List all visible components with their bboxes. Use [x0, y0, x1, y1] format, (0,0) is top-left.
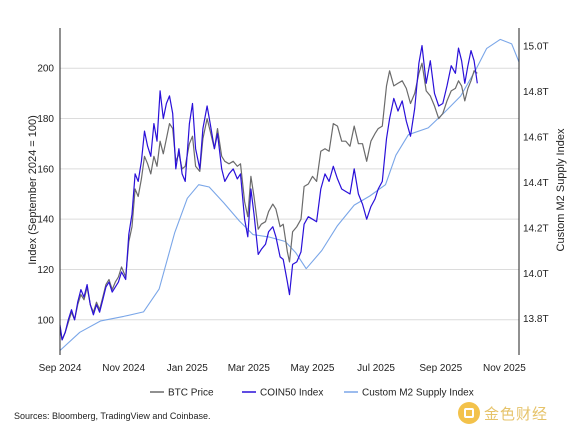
y-left-tick-label: 180: [37, 114, 54, 125]
x-tick-label: Nov 2024: [102, 363, 145, 374]
y-left-tick-label: 140: [37, 215, 54, 226]
legend: BTC Price COIN50 Index Custom M2 Supply In…: [150, 388, 474, 399]
axes: [59, 28, 520, 355]
y-right-tick-label: 14.8T: [523, 87, 549, 98]
y-right-tick-label: 14.4T: [523, 178, 549, 189]
legend-coin50-index: COIN50 Index: [242, 388, 323, 399]
legend-m2-supply-label: Custom M2 Supply Index: [362, 388, 474, 399]
watermark-logo-icon: [458, 402, 480, 424]
legend-coin50-index-label: COIN50 Index: [260, 388, 323, 399]
x-tick-label: Nov 2025: [483, 363, 526, 374]
grid-lines: [60, 67, 519, 321]
y-left-tick-label: 160: [37, 164, 54, 175]
x-tick-label: Sep 2024: [39, 363, 82, 374]
y-left-tick-label: 200: [37, 64, 54, 75]
watermark: 金色财经: [458, 402, 548, 424]
y-left-tick-label: 100: [37, 315, 54, 326]
legend-m2-supply: Custom M2 Supply Index: [344, 388, 474, 399]
y-left-axis-label: Index (September 2024 = 100): [27, 115, 39, 265]
y-right-axis-ticks: 13.8T 14.0T 14.2T 14.4T 14.6T 14.8T 15.0T: [523, 42, 549, 325]
x-tick-label: Jan 2025: [167, 363, 209, 374]
legend-btc-price-label: BTC Price: [168, 388, 214, 399]
legend-btc-price: BTC Price: [150, 388, 214, 399]
watermark-text: 金色财经: [484, 404, 549, 423]
y-right-tick-label: 14.2T: [523, 223, 549, 234]
source-note: Sources: Bloomberg, TradingView and Coin…: [14, 411, 211, 421]
x-tick-label: Mar 2025: [228, 363, 271, 374]
x-axis-ticks: Sep 2024 Nov 2024 Jan 2025 Mar 2025 May 2025…: [39, 363, 527, 374]
y-left-axis-ticks: 100 120 140 160 180 200: [37, 64, 54, 327]
y-left-tick-label: 120: [37, 265, 54, 276]
y-right-axis-label: Custom M2 Supply Index: [555, 128, 567, 251]
x-tick-label: Jul 2025: [357, 363, 395, 374]
x-tick-label: May 2025: [290, 363, 334, 374]
y-right-tick-label: 14.6T: [523, 133, 549, 144]
y-right-tick-label: 15.0T: [523, 42, 549, 53]
series-layer: [59, 38, 520, 351]
x-tick-label: Sep 2025: [419, 363, 462, 374]
y-right-tick-label: 13.8T: [523, 314, 549, 325]
coin50-index-line: [59, 45, 478, 341]
btc-price-line: [59, 62, 478, 341]
chart: Sep 2024 Nov 2024 Jan 2025 Mar 2025 May 2025…: [27, 28, 567, 399]
y-right-tick-label: 14.0T: [523, 269, 549, 280]
m2-supply-line: [59, 38, 520, 351]
